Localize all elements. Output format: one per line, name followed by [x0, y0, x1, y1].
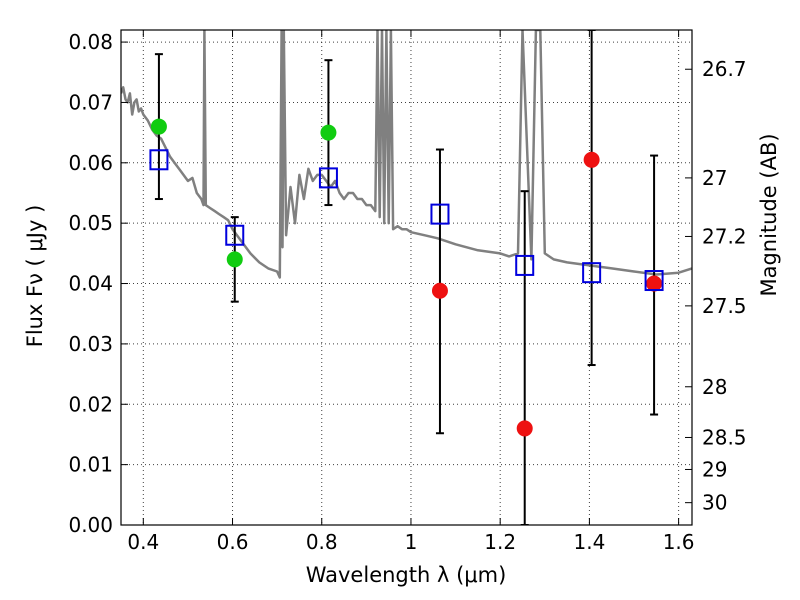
data-points: [149, 118, 664, 437]
right-tick-label: 26.7: [702, 57, 747, 81]
model-flux-square: [149, 149, 169, 171]
x-tick-label: 1.2: [484, 530, 516, 554]
right-tick-label: 27.5: [702, 294, 747, 318]
flux-point: [646, 275, 663, 292]
y-tick-label: 0.00: [68, 513, 113, 537]
flux-point: [150, 118, 167, 135]
right-tick-label: 28: [702, 375, 727, 399]
grid: [121, 30, 692, 526]
right-tick-label: 29: [702, 457, 727, 481]
x-axis-ticks: 0.4 0.6 0.8 1 1.2 1.4 1.6: [127, 30, 695, 554]
model-flux-square: [515, 254, 535, 276]
flux-point: [583, 151, 600, 168]
right-axis-label: Magnitude (AB): [757, 133, 781, 296]
x-tick-label: 0.4: [127, 530, 159, 554]
y-tick-label: 0.03: [68, 332, 113, 356]
y-tick-label: 0.01: [68, 453, 113, 477]
x-tick-label: 0.8: [306, 530, 338, 554]
x-axis-label: Wavelength λ (μm): [306, 563, 507, 587]
model-flux-square: [430, 203, 450, 225]
x-tick-label: 1.4: [573, 530, 605, 554]
y-tick-label: 0.07: [68, 90, 113, 114]
flux-point: [226, 251, 243, 268]
y-axis-label: Flux Fν ( μJy ): [23, 205, 47, 348]
right-tick-label: 27: [702, 166, 727, 190]
y-tick-label: 0.08: [68, 30, 113, 54]
y-tick-label: 0.04: [68, 272, 113, 296]
y-tick-label: 0.05: [68, 211, 113, 235]
y-axis-ticks: 0.00 0.01 0.02 0.03 0.04 0.05 0.06 0.07 0.08: [68, 30, 128, 537]
spectrum-line: [121, 30, 692, 279]
model-flux-square: [318, 167, 338, 189]
model-flux-square: [582, 262, 602, 284]
x-tick-label: 1.6: [663, 530, 695, 554]
right-axis-ticks: 26.7 27 27.2 27.5 28 28.5 29 30: [685, 57, 747, 515]
template-spectrum: [121, 30, 692, 279]
right-tick-label: 28.5: [702, 425, 747, 449]
y-tick-label: 0.02: [68, 392, 113, 416]
flux-point: [516, 420, 533, 437]
x-tick-label: 1: [405, 530, 418, 554]
y-tick-label: 0.06: [68, 151, 113, 175]
x-tick-label: 0.6: [217, 530, 249, 554]
plot-border: [120, 29, 693, 526]
right-tick-label: 27.2: [702, 224, 747, 248]
plot-frame: [120, 29, 693, 526]
model-flux-square: [225, 224, 245, 246]
right-tick-label: 30: [702, 491, 727, 515]
flux-point: [431, 282, 448, 299]
flux-point: [320, 124, 337, 141]
model-flux-square: [644, 270, 664, 292]
